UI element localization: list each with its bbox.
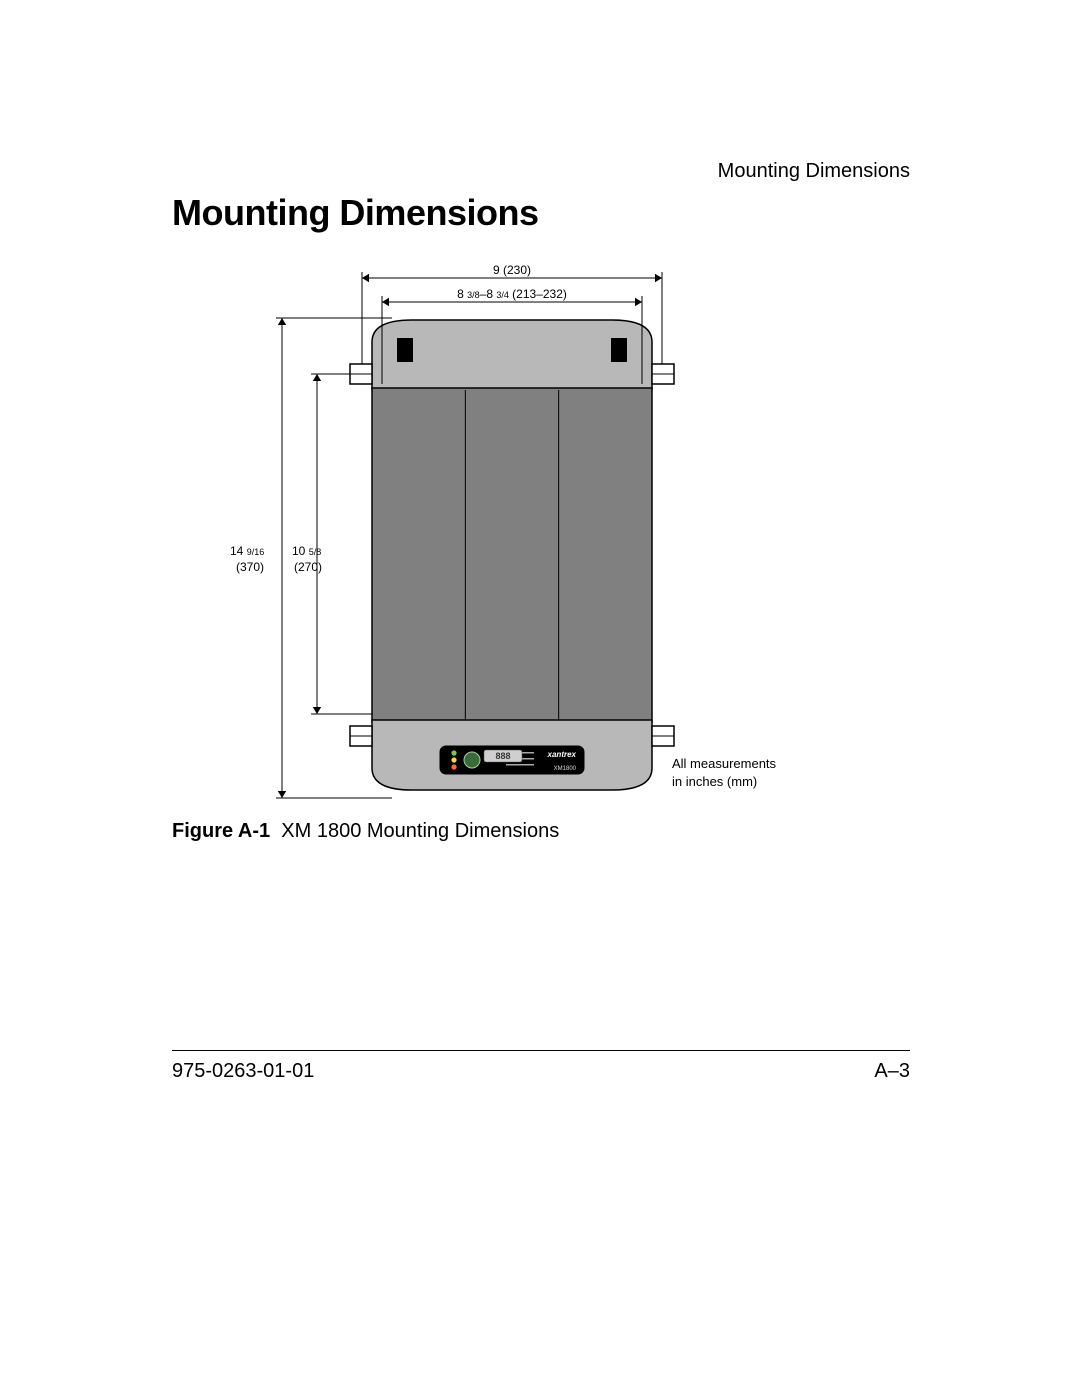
- svg-text:(270): (270): [294, 560, 322, 574]
- page: Mounting Dimensions Mounting Dimensions …: [0, 0, 1080, 1397]
- figure-caption: Figure A-1 XM 1800 Mounting Dimensions: [172, 820, 559, 843]
- running-header: Mounting Dimensions: [718, 160, 910, 183]
- footer-page-number: A–3: [874, 1060, 910, 1083]
- figure-label: Figure A-1: [172, 820, 270, 842]
- footer-rule: [172, 1050, 910, 1051]
- svg-text:9 (230): 9 (230): [493, 263, 531, 277]
- footer-doc-number: 975-0263-01-01: [172, 1060, 314, 1083]
- svg-text:(370): (370): [236, 560, 264, 574]
- svg-text:xantrex: xantrex: [547, 750, 577, 759]
- svg-text:All measurements: All measurements: [672, 756, 777, 771]
- mounting-dimensions-diagram: 888 xantrex XM1800 9 (230) 8 3/8–8 3/4 (213–…: [172, 260, 912, 820]
- figure: 888 xantrex XM1800 9 (230) 8 3/8–8 3/4 (213–…: [172, 260, 912, 820]
- svg-text:14 9/16: 14 9/16: [230, 544, 264, 558]
- svg-text:888: 888: [495, 751, 510, 761]
- page-title: Mounting Dimensions: [172, 192, 538, 234]
- svg-text:in inches (mm): in inches (mm): [672, 774, 757, 789]
- svg-text:XM1800: XM1800: [554, 766, 577, 772]
- figure-caption-body: XM 1800 Mounting Dimensions: [281, 820, 559, 842]
- svg-text:10 5/8: 10 5/8: [292, 544, 321, 558]
- svg-text:8 3/8–8 3/4 (213–232): 8 3/8–8 3/4 (213–232): [457, 287, 567, 301]
